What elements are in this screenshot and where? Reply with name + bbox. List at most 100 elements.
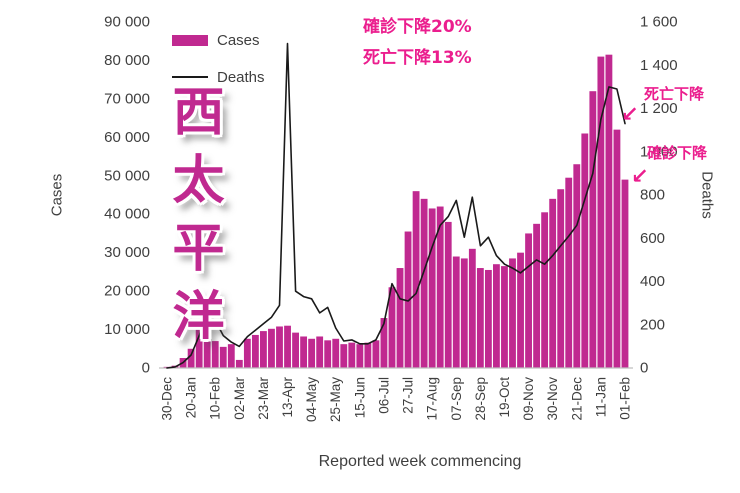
x-tick-label: 27-Jul [401, 377, 416, 414]
annotation-deaths-drop-label: 死亡下降 [644, 85, 705, 103]
cases-bar [468, 248, 476, 368]
cases-bar [292, 332, 299, 368]
y-left-tick-label: 60 000 [104, 129, 150, 146]
y-left-tick-label: 0 [142, 360, 150, 377]
cases-bar [613, 129, 621, 368]
cases-bar [340, 344, 348, 368]
cases-bar [251, 334, 259, 368]
legend-item-cases: Cases [172, 28, 265, 52]
x-tick-label: 06-Jul [376, 377, 391, 414]
cases-bar [501, 266, 508, 368]
cases-bar [276, 326, 283, 368]
cases-bar [549, 198, 557, 368]
annotation-deaths-drop-percent: 死亡下降13% [363, 48, 472, 68]
cases-bar [605, 54, 613, 369]
cases-bar [533, 223, 541, 368]
right-axis-title: Deaths [698, 171, 716, 219]
x-tick-label: 02-Mar [232, 377, 247, 420]
legend: Cases Deaths [172, 28, 265, 102]
y-right-tick-label: 400 [640, 273, 665, 290]
cases-bar [509, 258, 516, 368]
left-axis-title: Cases [48, 173, 66, 217]
cases-bar [476, 268, 484, 368]
y-right-tick-label: 1 000 [640, 143, 678, 160]
deaths-line-path [166, 42, 626, 369]
x-tick-label: 19-Oct [497, 377, 512, 418]
deaths-drop-arrow-icon: ↙ [621, 102, 639, 126]
cases-bar [243, 338, 251, 368]
x-tick-label: 01-Feb [618, 377, 633, 420]
cases-bar [436, 206, 444, 368]
cases-bar [420, 198, 428, 368]
y-right-tick-label: 600 [640, 230, 665, 247]
cases-bar [396, 268, 404, 368]
x-tick-label: 17-Aug [425, 377, 440, 421]
x-tick-label: 30-Dec [160, 377, 175, 421]
cases-bar [428, 208, 436, 368]
x-tick-label: 10-Feb [208, 377, 223, 420]
x-tick-label: 21-Dec [569, 377, 584, 421]
cases-bar [235, 359, 243, 368]
x-axis-title: Reported week commencing [318, 453, 522, 470]
x-tick-label: 07-Sep [449, 377, 464, 421]
x-tick-label: 11-Jan [593, 377, 608, 417]
x-tick-label: 23-Mar [256, 377, 271, 420]
cases-bar [621, 179, 629, 368]
axis-tick-labels: 0 10 000 20 000 30 000 40 000 50 000 60 000 70 … [104, 14, 677, 377]
legend-item-deaths: Deaths [172, 65, 265, 89]
x-tick-label: 13-Apr [280, 377, 295, 418]
cases-bar [380, 318, 388, 368]
cases-bar [444, 221, 452, 368]
cases-bar [493, 264, 500, 368]
y-left-tick-label: 40 000 [104, 206, 150, 223]
cases-bar [324, 340, 332, 368]
cases-bar [203, 321, 211, 368]
legend-label-cases: Cases [217, 31, 260, 49]
cases-bar [541, 212, 549, 368]
x-tick-label: 20-Jan [184, 377, 199, 418]
cases-bar [372, 340, 380, 368]
cases-bar [597, 56, 605, 368]
cases-bar [452, 256, 460, 368]
legend-label-deaths: Deaths [217, 68, 265, 86]
y-right-tick-label: 0 [640, 360, 648, 377]
x-axis-labels: 30-Dec 20-Jan 10-Feb 02-Mar 23-Mar 13-Apr 04-M… [160, 377, 633, 423]
cases-bar-swatch-icon [172, 34, 208, 46]
cases-bar [300, 336, 308, 368]
deaths-line [166, 42, 626, 369]
cases-bar [268, 328, 275, 368]
cases-bar [364, 342, 372, 368]
cases-bar [348, 342, 356, 368]
cases-bar [404, 231, 412, 368]
x-tick-label: 28-Sep [473, 377, 488, 421]
y-left-tick-label: 30 000 [104, 244, 150, 261]
y-left-tick-label: 20 000 [104, 283, 150, 300]
cases-bar [356, 344, 364, 368]
x-tick-label: 15-Jun [352, 377, 367, 418]
cases-bar [195, 319, 203, 368]
cases-bar [388, 287, 396, 368]
cases-bar [211, 341, 219, 368]
deaths-line-swatch-icon [172, 76, 208, 78]
cases-bar [525, 233, 532, 368]
cases-bar [573, 164, 581, 368]
cases-bar [316, 336, 324, 368]
y-right-tick-label: 1 200 [640, 100, 678, 117]
cases-bar [517, 252, 524, 368]
y-right-tick-label: 1 400 [640, 57, 678, 74]
y-right-tick-label: 1 600 [640, 14, 678, 31]
cases-bar [581, 133, 589, 368]
x-tick-label: 25-May [328, 377, 343, 422]
cases-bars [163, 54, 629, 369]
cases-bar [187, 348, 195, 368]
cases-bar [460, 258, 468, 368]
x-tick-label: 09-Nov [521, 377, 536, 421]
cases-bar [412, 191, 420, 368]
y-left-tick-label: 70 000 [104, 90, 150, 107]
cases-bar [219, 346, 227, 368]
x-tick-label: 30-Nov [545, 377, 560, 421]
cases-bar [565, 177, 573, 368]
y-left-tick-label: 10 000 [104, 321, 150, 338]
